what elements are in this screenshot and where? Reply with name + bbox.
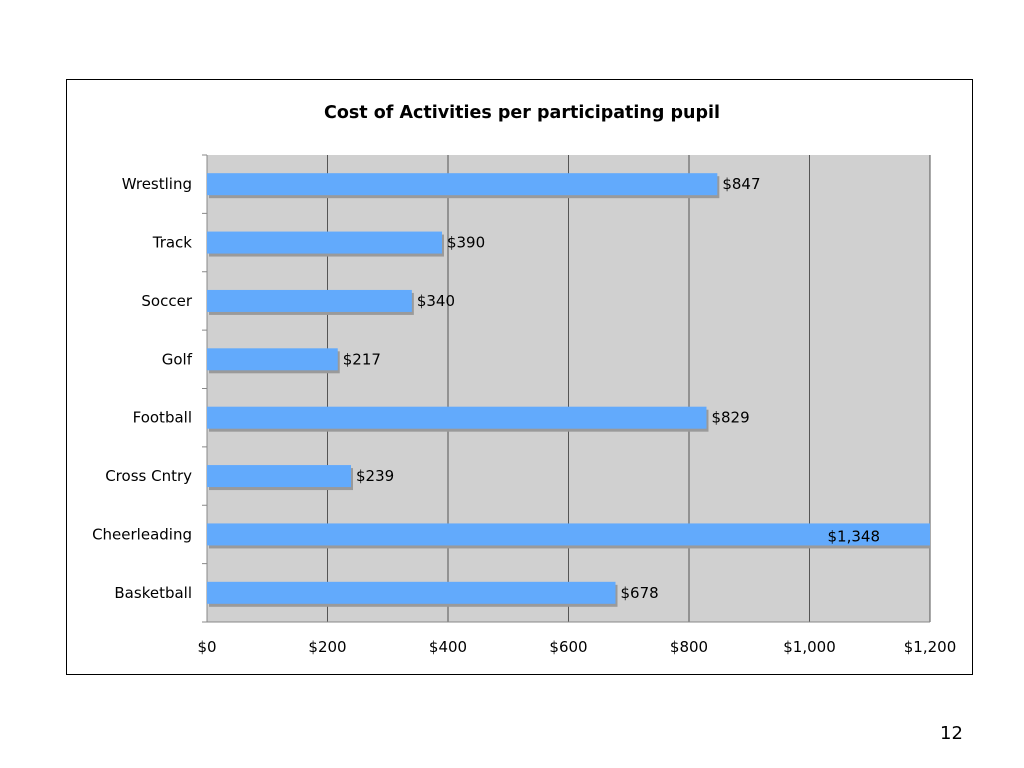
chart-frame: Cost of Activities per participating pup… bbox=[66, 79, 973, 675]
x-tick-label: $1,000 bbox=[783, 638, 836, 656]
data-label: $678 bbox=[620, 584, 658, 602]
bar bbox=[207, 231, 442, 254]
category-label: Cheerleading bbox=[92, 525, 192, 543]
data-label: $390 bbox=[447, 234, 485, 252]
category-label: Golf bbox=[162, 350, 193, 368]
bar bbox=[207, 523, 930, 546]
data-label: $217 bbox=[343, 350, 381, 368]
bar bbox=[207, 289, 412, 312]
data-label: $340 bbox=[417, 292, 455, 310]
page-number: 12 bbox=[940, 723, 963, 744]
bar bbox=[207, 465, 351, 488]
bar bbox=[207, 581, 616, 604]
plot-area: $0 $200 $400 $600 $800 $1,000 $1,200 Wrestling $… bbox=[92, 154, 957, 656]
category-label: Football bbox=[133, 409, 192, 427]
x-tick-label: $800 bbox=[670, 638, 708, 656]
x-tick-label: $0 bbox=[197, 638, 216, 656]
data-label: $847 bbox=[722, 175, 760, 193]
data-label: $829 bbox=[711, 409, 749, 427]
category-label: Wrestling bbox=[122, 175, 192, 193]
category-label: Track bbox=[152, 234, 193, 252]
category-label: Soccer bbox=[141, 292, 192, 310]
category-label: Cross Cntry bbox=[105, 467, 192, 485]
category-label: Basketball bbox=[114, 584, 192, 602]
chart-title: Cost of Activities per participating pup… bbox=[324, 103, 720, 123]
bar bbox=[207, 348, 338, 371]
bar bbox=[207, 173, 718, 196]
x-tick-label: $200 bbox=[308, 638, 346, 656]
data-label: $239 bbox=[356, 467, 394, 485]
data-label: $1,348 bbox=[828, 527, 881, 545]
x-tick-label: $1,200 bbox=[904, 638, 957, 656]
x-tick-label: $400 bbox=[429, 638, 467, 656]
bar bbox=[207, 406, 707, 429]
bar-chart: Cost of Activities per participating pup… bbox=[92, 103, 957, 656]
x-tick-label: $600 bbox=[549, 638, 587, 656]
